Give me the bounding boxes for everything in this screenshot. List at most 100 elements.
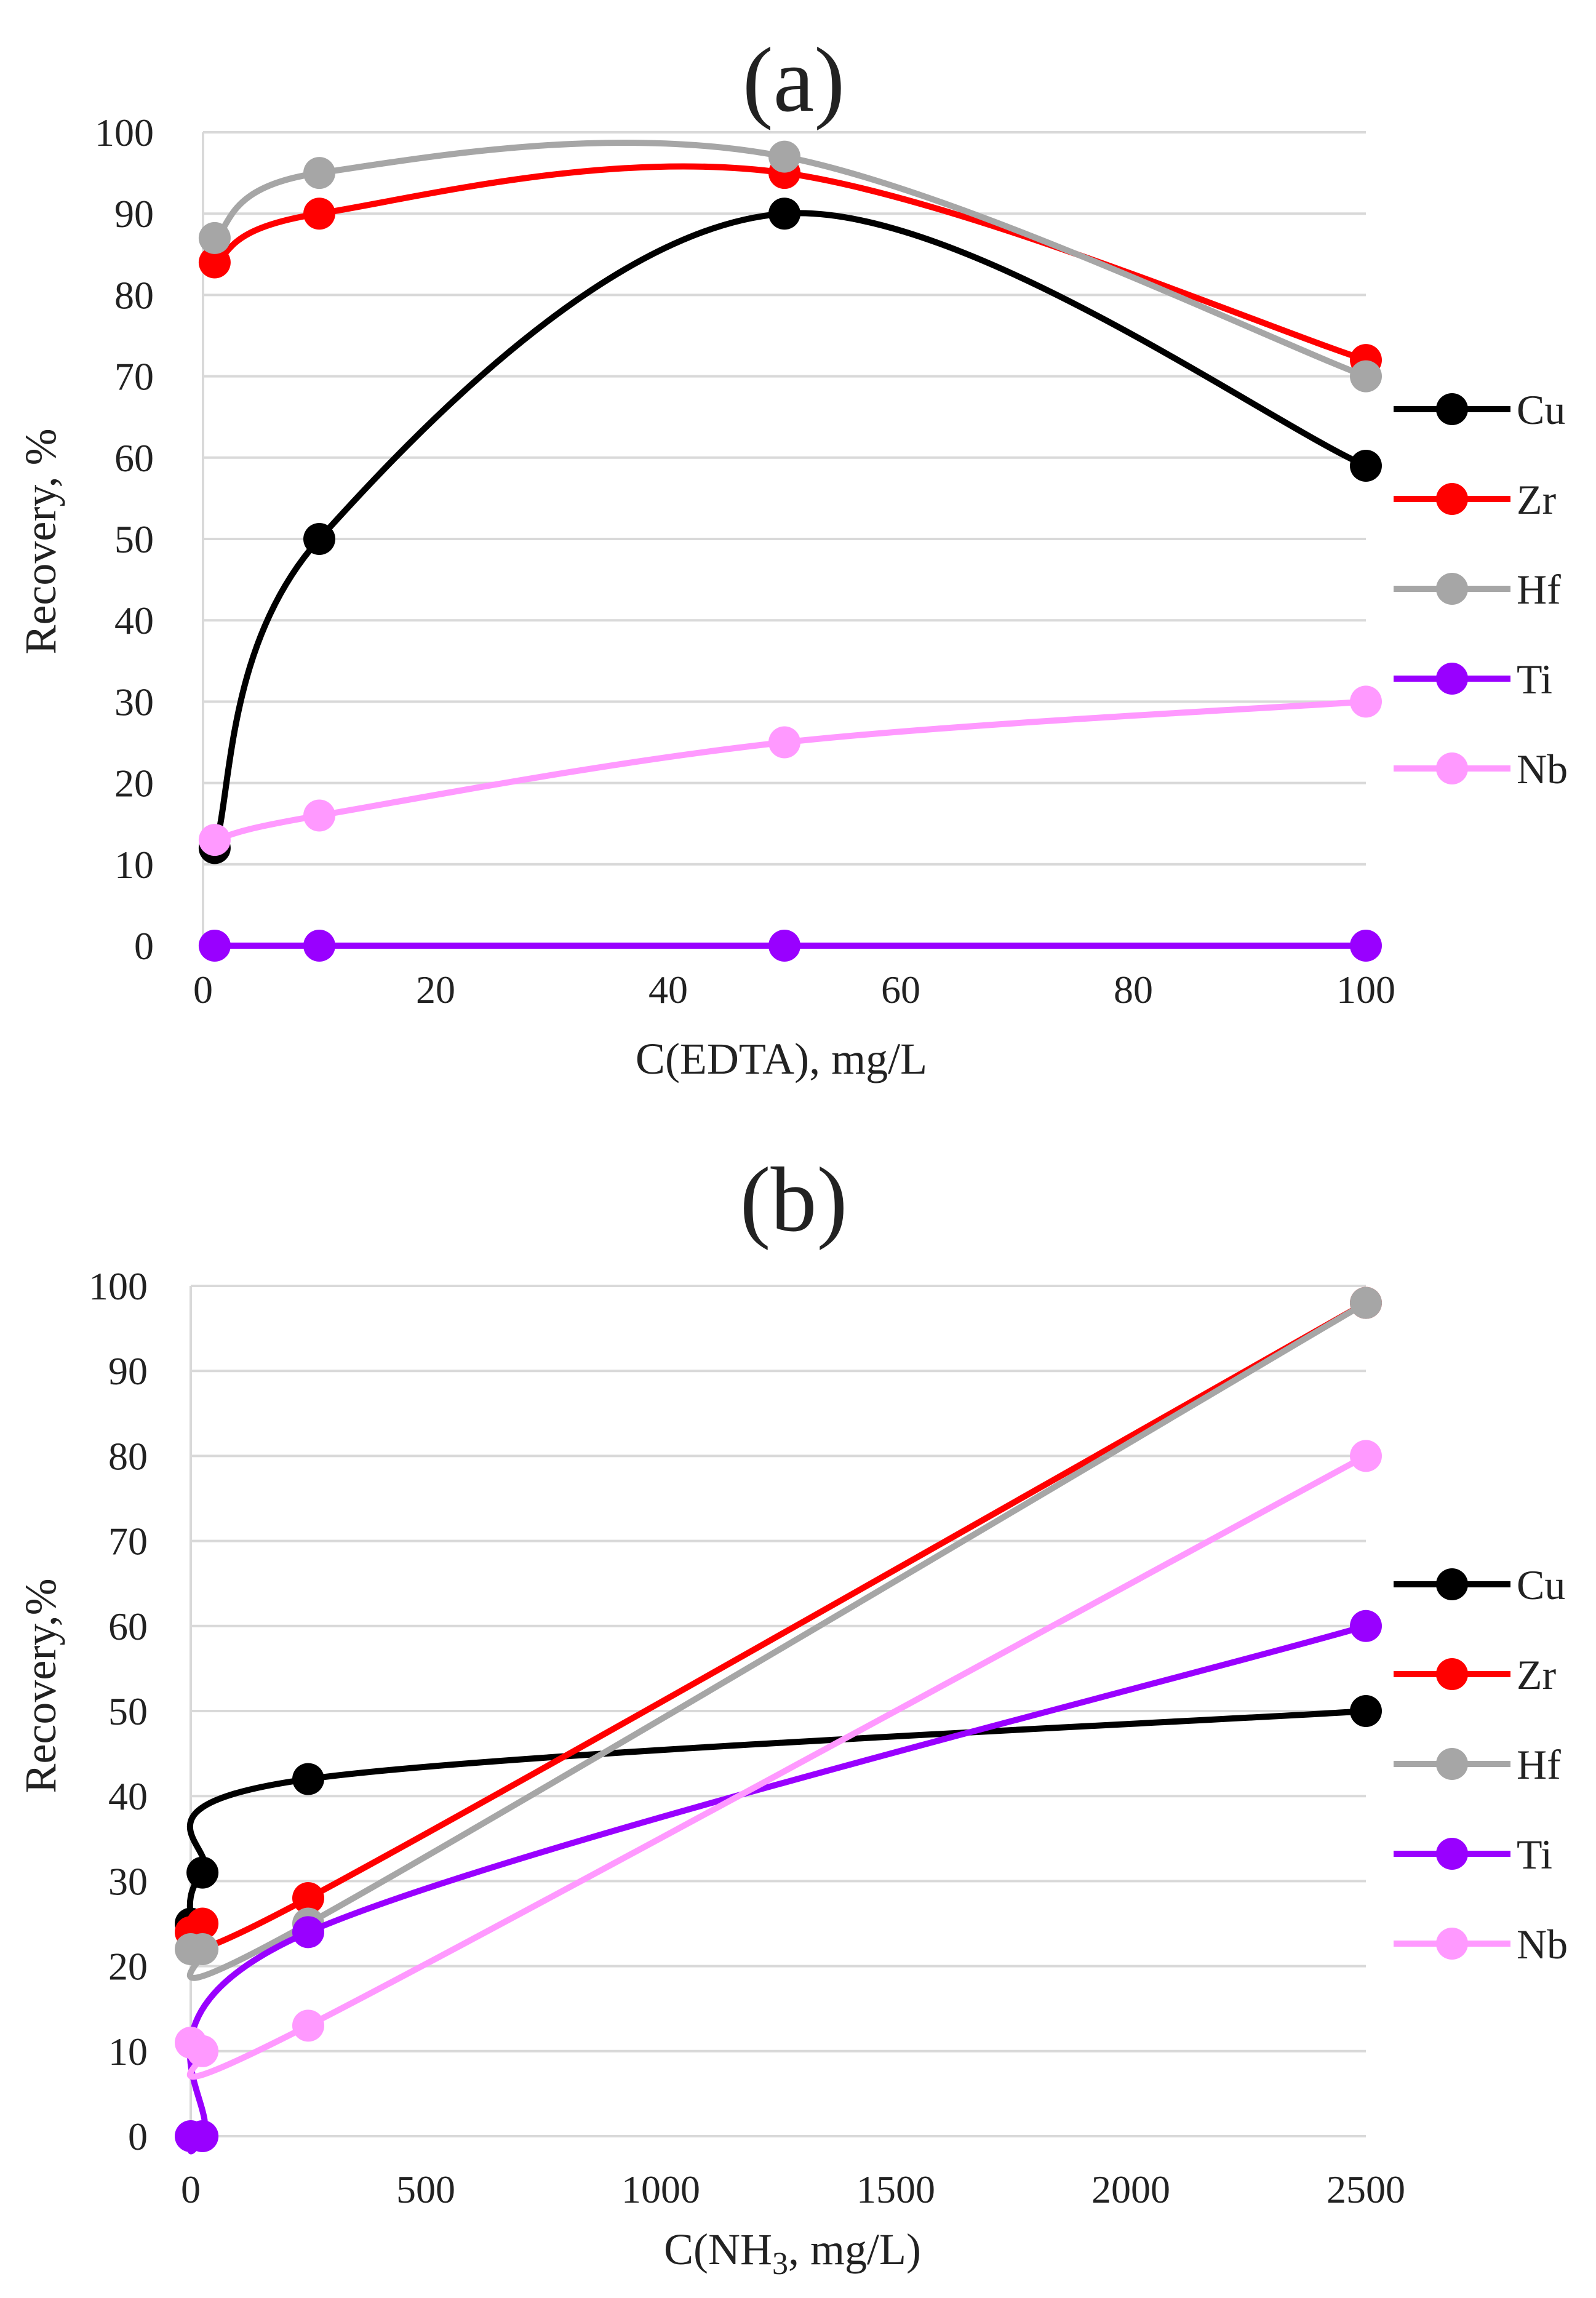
chart-a-point-cu bbox=[768, 197, 800, 230]
chart-b-point-cu bbox=[186, 1856, 219, 1889]
chart-b-y-axis-title: Recovery,% bbox=[16, 1578, 65, 1793]
chart-b-y-tick-label: 0 bbox=[128, 2115, 148, 2158]
chart-b-y-tick-label: 100 bbox=[89, 1264, 148, 1308]
chart-a-y-tick-label: 20 bbox=[114, 762, 154, 805]
chart-b-point-nb bbox=[1350, 1440, 1382, 1472]
chart-b-x-axis-title-part: , mg/L) bbox=[788, 2225, 921, 2274]
chart-a-x-tick-label: 100 bbox=[1336, 968, 1395, 1011]
chart-b-legend-label-ti: Ti bbox=[1517, 1831, 1552, 1878]
chart-b-point-ti bbox=[292, 1916, 324, 1949]
chart-a-y-tick-label: 0 bbox=[134, 924, 154, 968]
chart-a: (a) C(EDTA), mg/L Recovery, % 0 10 20 30 40 5… bbox=[16, 29, 1568, 1083]
chart-a-legend-label-ti: Ti bbox=[1517, 656, 1552, 703]
chart-a-legend-marker-zr bbox=[1436, 483, 1468, 515]
chart-a-legend-label-zr: Zr bbox=[1517, 476, 1557, 523]
chart-a-point-zr bbox=[198, 246, 231, 279]
chart-b-point-nb bbox=[186, 2035, 219, 2067]
chart-b-y-tick-label: 20 bbox=[108, 1945, 148, 1989]
chart-b-y-tick-label: 80 bbox=[108, 1434, 148, 1478]
chart-b-point-hf bbox=[186, 1933, 219, 1965]
chart-b-x-axis-title-subscript: 3 bbox=[772, 2246, 788, 2281]
chart-b-y-tick-label: 10 bbox=[108, 2030, 148, 2073]
chart-a-point-cu bbox=[303, 523, 335, 555]
chart-b-x-tick-label: 2000 bbox=[1091, 2168, 1170, 2211]
chart-a-legend-marker-ti bbox=[1436, 663, 1468, 695]
chart-a-point-ti bbox=[303, 930, 335, 962]
chart-b-y-tick-label: 90 bbox=[108, 1349, 148, 1393]
chart-a-legend-label-hf: Hf bbox=[1517, 566, 1561, 613]
chart-a-y-tick-label: 80 bbox=[114, 273, 154, 317]
chart-a-title: (a) bbox=[743, 29, 845, 131]
chart-a-point-nb bbox=[303, 799, 335, 832]
chart-a-y-tick-label: 70 bbox=[114, 355, 154, 399]
chart-a-x-tick-label: 20 bbox=[416, 968, 455, 1011]
chart-b-title: (b) bbox=[740, 1149, 848, 1251]
chart-b-legend-label-hf: Hf bbox=[1517, 1741, 1561, 1788]
chart-b-x-axis-title: C(NH3, mg/L) bbox=[664, 2225, 921, 2281]
chart-b-legend-marker-cu bbox=[1436, 1568, 1468, 1600]
chart-b-point-cu bbox=[1350, 1695, 1382, 1727]
chart-b-legend-label-zr: Zr bbox=[1517, 1651, 1557, 1698]
chart-a-legend-label-nb: Nb bbox=[1517, 746, 1568, 792]
chart-a-x-tick-label: 0 bbox=[193, 968, 213, 1011]
chart-a-x-tick-label: 80 bbox=[1114, 968, 1153, 1011]
chart-a-series-line-cu bbox=[211, 210, 1369, 852]
chart-a-y-tick-label: 90 bbox=[114, 192, 154, 236]
chart-b: (b) C(NH3, mg/L) Recovery,% 010203040506… bbox=[16, 1149, 1568, 2281]
chart-b-x-tick-label: 500 bbox=[396, 2168, 455, 2211]
chart-a-legend-marker-nb bbox=[1436, 752, 1468, 784]
chart-b-point-cu bbox=[292, 1763, 324, 1795]
chart-a-point-hf bbox=[303, 157, 335, 190]
chart-a-point-ti bbox=[768, 930, 800, 962]
chart-a-y-tick-label: 10 bbox=[114, 843, 154, 887]
chart-a-y-tick-label: 40 bbox=[114, 599, 154, 642]
chart-b-x-tick-label: 1500 bbox=[856, 2168, 935, 2211]
chart-a-series-line-hf bbox=[211, 139, 1369, 380]
chart-b-y-tick-label: 70 bbox=[108, 1520, 148, 1563]
chart-b-y-tick-label: 30 bbox=[108, 1859, 148, 1903]
chart-b-y-tick-label: 50 bbox=[108, 1690, 148, 1733]
chart-a-y-tick-label: 50 bbox=[114, 517, 154, 561]
chart-a-point-hf bbox=[768, 140, 800, 173]
chart-a-y-axis-title: Recovery, % bbox=[16, 428, 65, 654]
chart-a-legend-marker-cu bbox=[1436, 393, 1468, 425]
chart-b-y-tick-label: 40 bbox=[108, 1774, 148, 1818]
chart-a-legend-label-cu: Cu bbox=[1517, 386, 1565, 433]
chart-b-legend-marker-nb bbox=[1436, 1928, 1468, 1960]
chart-b-point-hf bbox=[1350, 1287, 1382, 1319]
chart-a-point-nb bbox=[1350, 685, 1382, 718]
chart-b-point-nb bbox=[292, 2009, 324, 2042]
chart-b-x-tick-label: 2500 bbox=[1327, 2168, 1405, 2211]
chart-a-point-ti bbox=[198, 930, 231, 962]
chart-a-point-hf bbox=[1350, 360, 1382, 393]
chart-a-point-hf bbox=[198, 221, 231, 254]
chart-a-y-tick-label: 30 bbox=[114, 680, 154, 724]
chart-a-point-nb bbox=[768, 726, 800, 759]
chart-b-legend-marker-ti bbox=[1436, 1838, 1468, 1870]
chart-a-legend-marker-hf bbox=[1436, 573, 1468, 605]
chart-a-point-nb bbox=[198, 824, 231, 856]
chart-a-x-tick-label: 40 bbox=[648, 968, 688, 1011]
chart-b-point-ti bbox=[186, 2120, 219, 2152]
chart-a-point-zr bbox=[303, 197, 335, 230]
chart-b-point-zr bbox=[186, 1907, 219, 1940]
chart-a-point-cu bbox=[1350, 450, 1382, 482]
chart-b-legend-label-nb: Nb bbox=[1517, 1921, 1568, 1968]
chart-a-series-line-nb bbox=[211, 698, 1369, 844]
chart-b-legend-marker-zr bbox=[1436, 1658, 1468, 1690]
chart-b-legend-label-cu: Cu bbox=[1517, 1562, 1565, 1608]
chart-b-x-tick-label: 1000 bbox=[621, 2168, 700, 2211]
chart-a-point-ti bbox=[1350, 930, 1382, 962]
chart-b-x-axis-title-part: C(NH bbox=[664, 2225, 772, 2274]
chart-a-series-line-zr bbox=[211, 163, 1369, 364]
chart-b-point-ti bbox=[1350, 1610, 1382, 1642]
chart-a-x-tick-label: 60 bbox=[881, 968, 920, 1011]
chart-a-y-tick-label: 60 bbox=[114, 436, 154, 480]
chart-a-x-axis-title: C(EDTA), mg/L bbox=[636, 1034, 927, 1083]
chart-b-point-zr bbox=[292, 1882, 324, 1915]
chart-b-x-tick-label: 0 bbox=[181, 2168, 201, 2211]
chart-b-legend-marker-hf bbox=[1436, 1748, 1468, 1780]
chart-b-y-tick-label: 60 bbox=[108, 1605, 148, 1648]
